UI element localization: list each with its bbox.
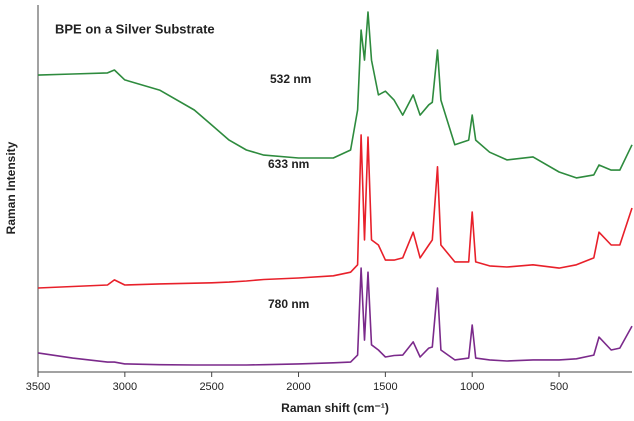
series-label: 633 nm xyxy=(268,157,309,171)
y-axis-label: Raman Intensity xyxy=(4,141,18,234)
x-axis-label: Raman shift (cm⁻¹) xyxy=(281,401,389,415)
x-tick-label: 2500 xyxy=(199,381,223,393)
x-tick-label: 500 xyxy=(550,381,568,393)
series-label: 532 nm xyxy=(270,72,311,86)
series-line xyxy=(37,134,633,289)
x-tick-label: 3500 xyxy=(26,381,50,393)
x-tick-label: 1000 xyxy=(460,381,484,393)
x-tick-label: 3000 xyxy=(113,381,137,393)
x-tick-label: 1500 xyxy=(373,381,397,393)
series-line xyxy=(37,11,633,179)
series-label: 780 nm xyxy=(268,297,309,311)
series-line xyxy=(37,267,633,366)
chart-title: BPE on a Silver Substrate xyxy=(55,21,215,36)
x-tick-label: 2000 xyxy=(286,381,310,393)
